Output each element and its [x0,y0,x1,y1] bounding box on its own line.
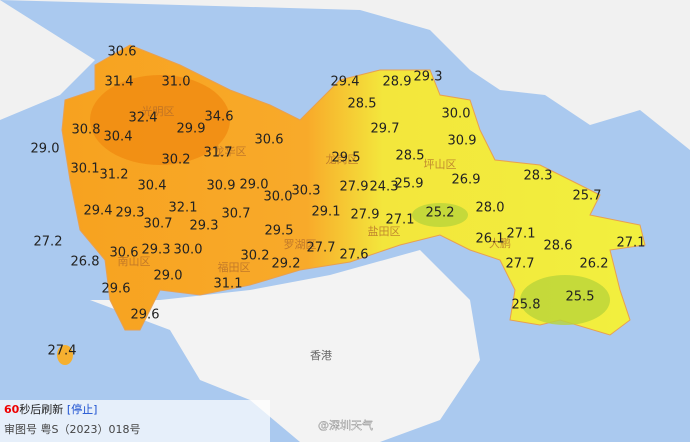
temperature: 28.0 [476,201,505,216]
temperature: 29.3 [190,219,219,234]
license: 审图号 粤S（2023）018号 [4,422,140,436]
cool-zone [412,203,468,227]
temperature: 30.6 [108,45,137,60]
temperature: 27.4 [48,344,77,359]
temperature: 30.9 [207,179,236,194]
cool-zone [520,275,610,325]
temperature: 29.3 [414,70,443,85]
temperature: 31.4 [105,75,134,90]
watermark: @深圳天气 [318,418,373,432]
temperature: 29.7 [371,122,400,137]
temperature: 30.6 [255,133,284,148]
temperature: 30.7 [144,217,173,232]
temperature: 28.6 [544,239,573,254]
district-label: 龙华区 [214,144,247,158]
temperature: 30.8 [72,123,101,138]
temperature: 34.6 [205,110,234,125]
temperature: 30.0 [174,243,203,258]
temperature: 28.9 [383,75,412,90]
temperature: 30.4 [138,179,167,194]
temperature: 27.9 [340,180,369,195]
refresh-text: 秒后刷新 [19,402,63,416]
temperature: 25.2 [426,206,455,221]
temperature: 29.3 [116,206,145,221]
temperature: 27.7 [506,257,535,272]
hong-kong-land [90,250,480,442]
temperature: 30.0 [264,190,293,205]
temperature: 29.6 [131,308,160,323]
temperature: 27.6 [340,248,369,263]
temperature: 31.2 [100,168,129,183]
temperature: 30.3 [292,184,321,199]
temperature: 24.3 [370,180,399,195]
temperature: 29.3 [142,243,171,258]
temperature: 30.0 [442,107,471,122]
stop-button[interactable]: [停止] [67,402,98,416]
temperature: 27.7 [307,241,336,256]
temperature: 32.1 [169,201,198,216]
district-label: 南山区 [118,255,151,268]
temperature: 29.5 [332,151,361,166]
temperature: 25.5 [566,290,595,305]
hk-label: 香港 [310,349,332,362]
temperature: 29.2 [272,257,301,272]
temperature: 30.4 [104,130,133,145]
temperature: 27.1 [617,236,646,251]
district-label: 光明区 [142,104,175,118]
district-label: 坪山区 [424,158,457,171]
temperature: 30.6 [110,246,139,261]
temperature: 29.1 [312,205,341,220]
island [57,345,73,365]
district-label: 盐田区 [368,225,401,238]
temperature: 27.9 [351,208,380,223]
temperature: 27.2 [34,235,63,250]
temperature: 28.5 [348,97,377,112]
temperature: 27.1 [507,227,536,242]
temperature: 28.5 [396,149,425,164]
temperature: 29.5 [265,224,294,239]
temperature: 25.8 [512,298,541,313]
temperature: 28.3 [524,169,553,184]
temperature: 31.7 [204,146,233,161]
refresh: 60秒后刷新 [停止] [4,402,97,416]
temperature: 30.2 [162,153,191,168]
temperature: 31.1 [214,277,243,292]
temperature: 29.6 [102,282,131,297]
temperature: 25.9 [395,177,424,192]
temperature: 26.8 [71,255,100,270]
temperature: 29.0 [31,142,60,157]
district-label: 大鹏 [489,236,511,250]
temperature: 26.2 [580,257,609,272]
district-label: 罗湖区 [284,238,317,251]
countdown: 60 [4,403,20,416]
temperature: 26.1 [476,232,505,247]
temperature: 29.0 [154,269,183,284]
temperature: 30.2 [241,249,270,264]
district-label: 龙岗区 [326,153,359,166]
temperature: 30.7 [222,207,251,222]
temperature: 30.9 [448,134,477,149]
temperature: 29.4 [84,204,113,219]
temperature: 25.7 [573,189,602,204]
temperature: 27.1 [386,213,415,228]
temperature: 29.9 [177,122,206,137]
temperature: 31.0 [162,75,191,90]
hot-zone [90,75,230,165]
district-label: 福田区 [218,260,251,274]
temperature: 29.0 [240,178,269,193]
footer-bg [0,400,270,442]
temperature: 32.4 [129,111,158,126]
temperature: 26.9 [452,173,481,188]
temperature: 29.4 [331,75,360,90]
land [0,0,690,90]
temperature: 30.1 [71,162,100,177]
